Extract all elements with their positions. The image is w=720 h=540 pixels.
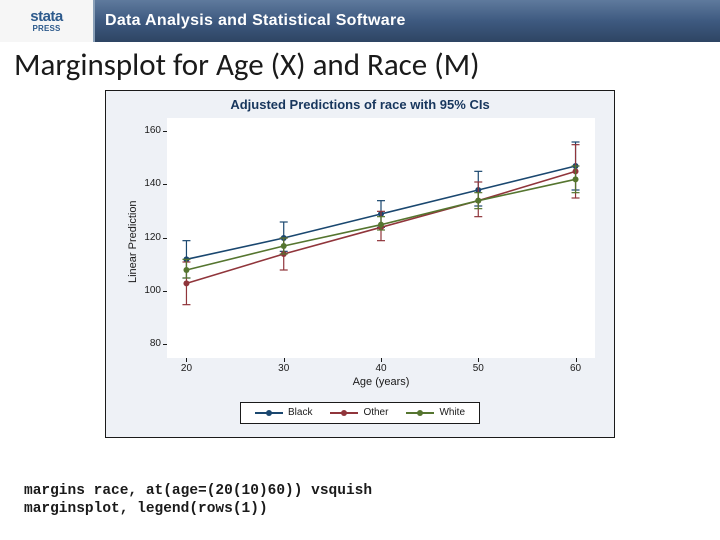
ytick — [163, 238, 167, 239]
legend-item-other: Other — [330, 407, 388, 418]
ytick-label: 140 — [135, 178, 161, 189]
xtick — [186, 358, 187, 362]
legend-swatch-dot — [266, 410, 272, 416]
xtick-label: 30 — [272, 363, 296, 374]
legend-swatch-line — [406, 412, 434, 414]
header-tagline: Data Analysis and Statistical Software — [105, 12, 406, 30]
code-block: margins race, at(age=(20(10)60)) vsquish… — [24, 482, 372, 518]
ytick — [163, 344, 167, 345]
legend-item-black: Black — [255, 407, 312, 418]
x-axis-label: Age (years) — [167, 376, 595, 388]
xtick — [284, 358, 285, 362]
logo-text: stata — [30, 9, 63, 24]
ytick — [163, 291, 167, 292]
ytick-label: 160 — [135, 125, 161, 136]
axis-layer: 801001201401602030405060Linear Predictio… — [105, 90, 615, 438]
chart: Adjusted Predictions of race with 95% CI… — [105, 90, 615, 438]
ytick-label: 80 — [135, 338, 161, 349]
legend-swatch-dot — [417, 410, 423, 416]
xtick-label: 50 — [466, 363, 490, 374]
logo-subtext: PRESS — [32, 25, 60, 33]
logo: stata PRESS — [0, 0, 95, 42]
legend: Black Other White — [240, 402, 480, 424]
xtick — [576, 358, 577, 362]
ytick-label: 100 — [135, 285, 161, 296]
code-line-2: marginsplot, legend(rows(1)) — [24, 500, 372, 518]
legend-swatch-line — [255, 412, 283, 414]
xtick — [478, 358, 479, 362]
xtick — [381, 358, 382, 362]
legend-swatch-line — [330, 412, 358, 414]
legend-swatch-dot — [341, 410, 347, 416]
ytick — [163, 131, 167, 132]
xtick-label: 40 — [369, 363, 393, 374]
y-axis-label: Linear Prediction — [127, 200, 139, 283]
xtick-label: 20 — [174, 363, 198, 374]
code-line-1: margins race, at(age=(20(10)60)) vsquish — [24, 482, 372, 500]
legend-label: Black — [288, 407, 312, 418]
ytick — [163, 184, 167, 185]
legend-label: White — [439, 407, 465, 418]
header-bar: stata PRESS Data Analysis and Statistica… — [0, 0, 720, 42]
slide: stata PRESS Data Analysis and Statistica… — [0, 0, 720, 540]
xtick-label: 60 — [564, 363, 588, 374]
legend-label: Other — [363, 407, 388, 418]
page-title: Marginsplot for Age (X) and Race (M) — [14, 48, 706, 84]
legend-item-white: White — [406, 407, 465, 418]
